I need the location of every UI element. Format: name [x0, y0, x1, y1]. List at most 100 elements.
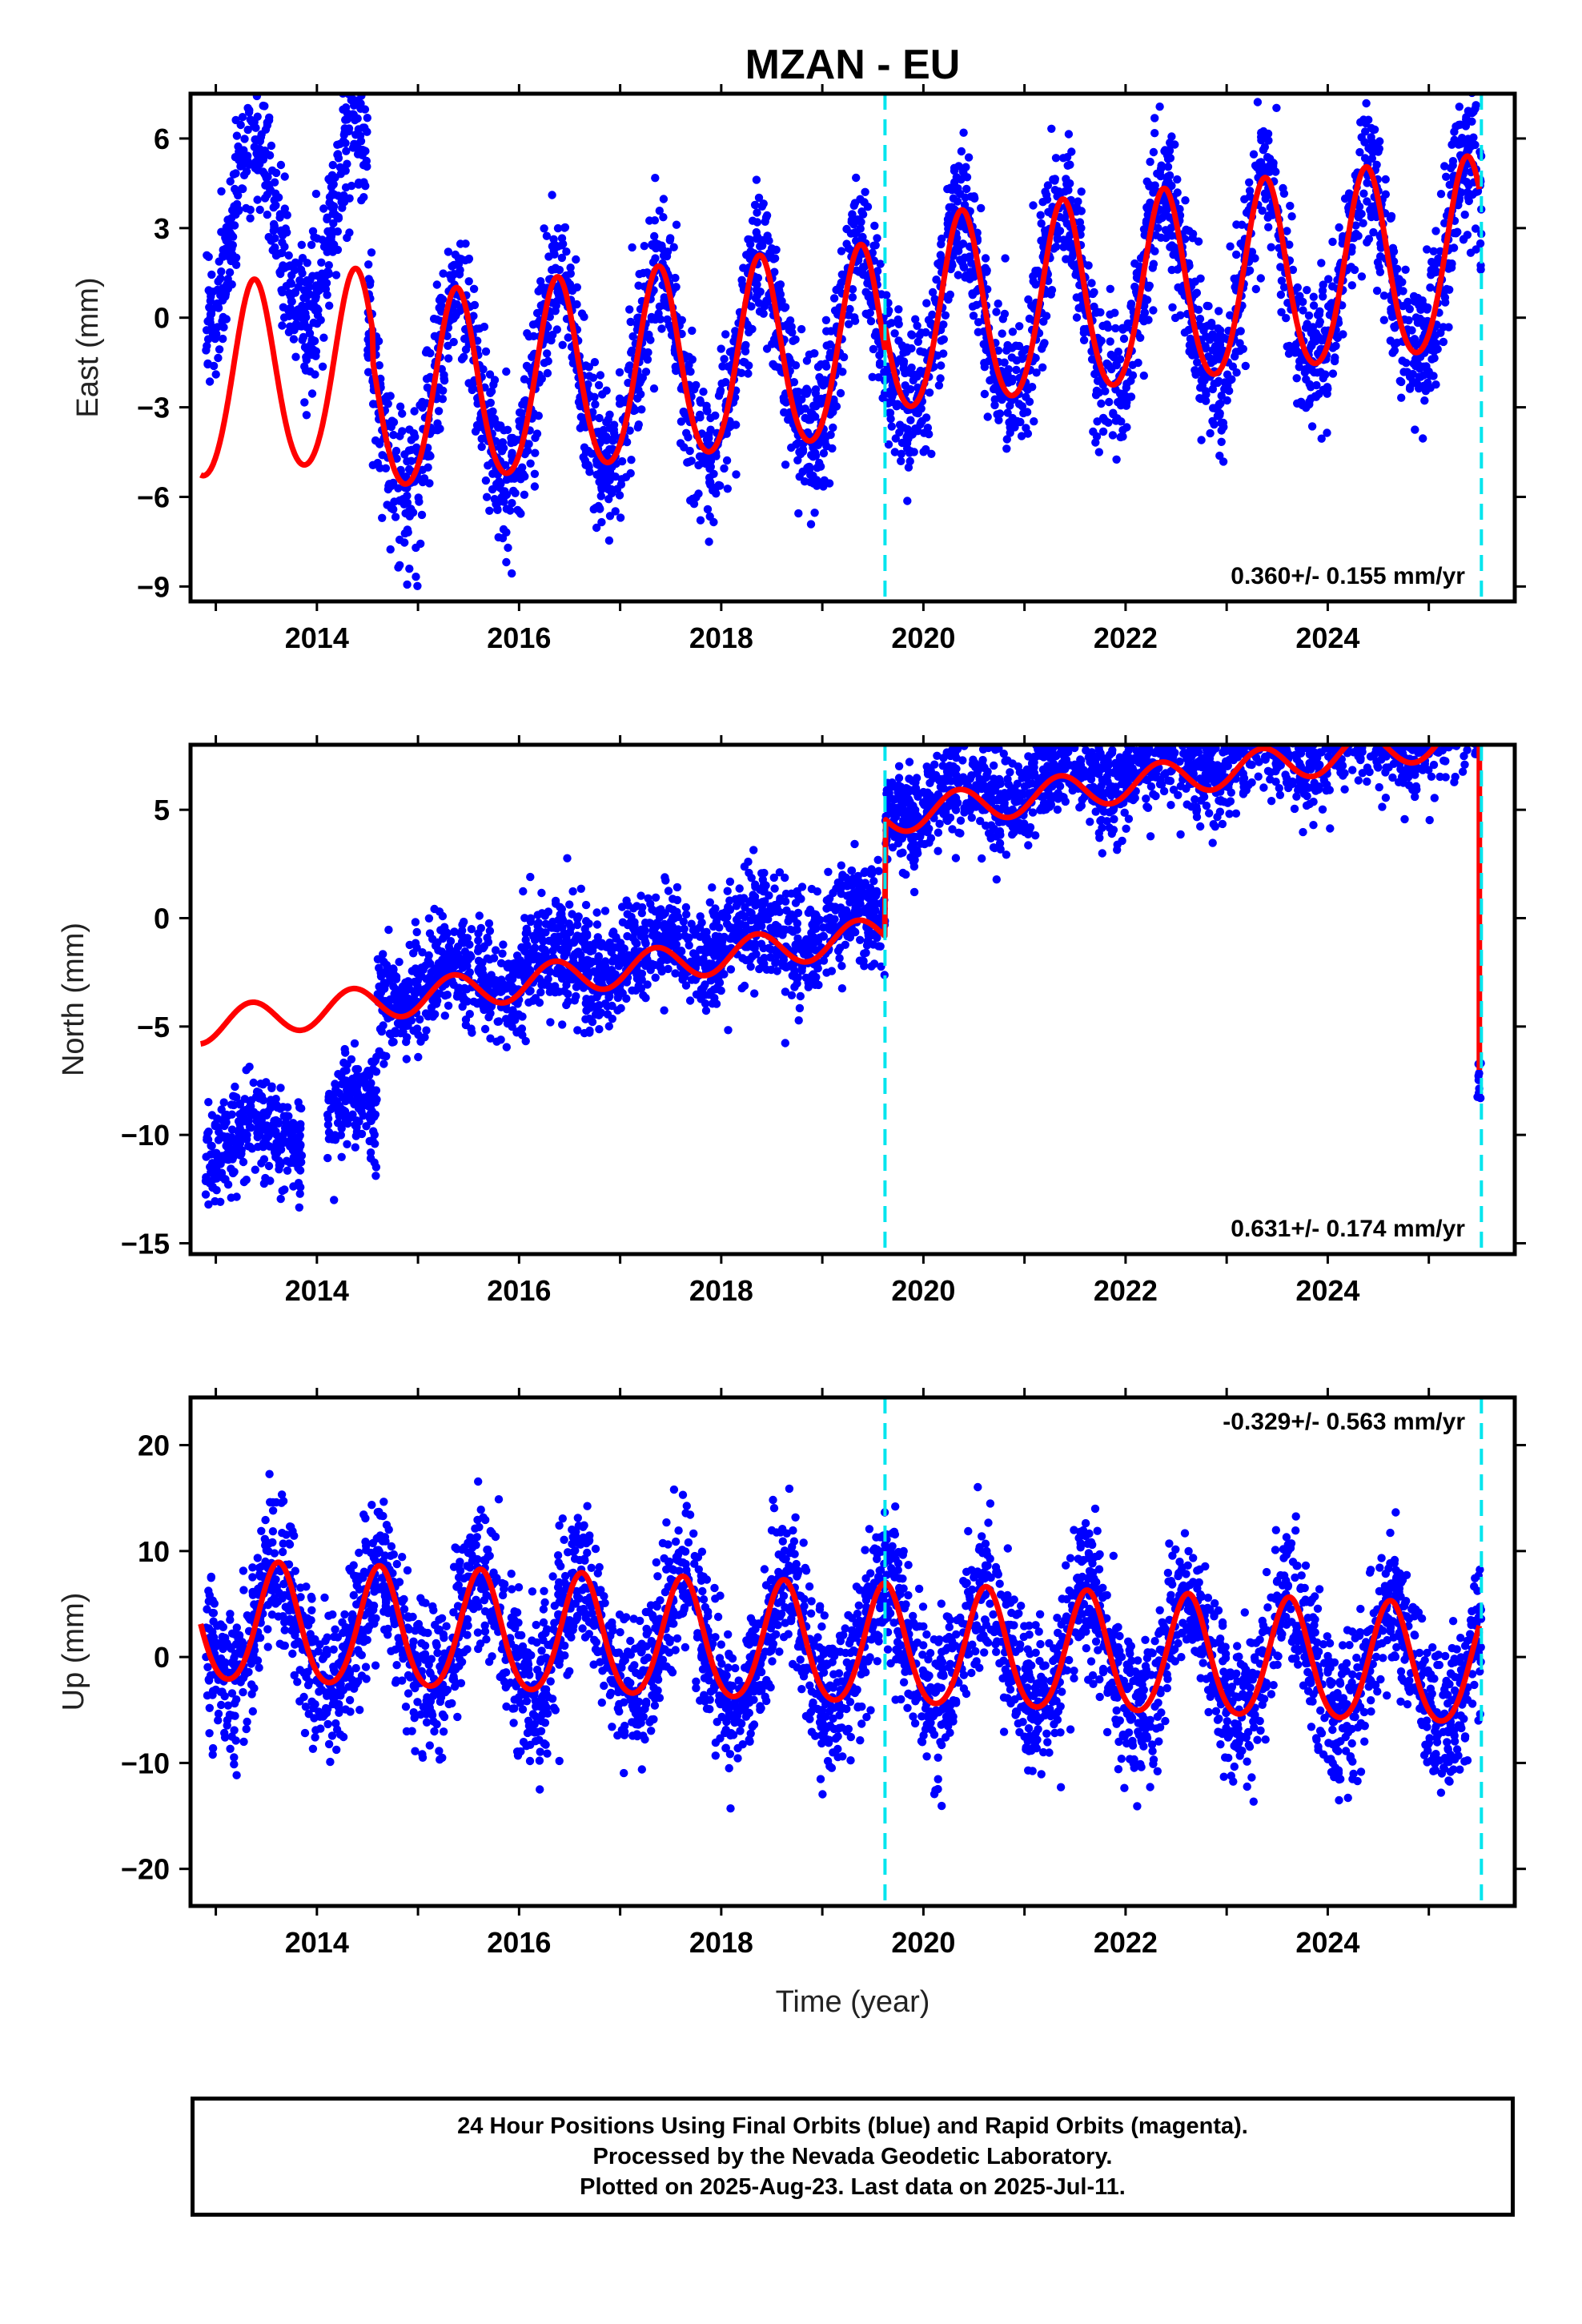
- east-point: [1416, 305, 1425, 314]
- east-point: [1053, 235, 1062, 243]
- east-point: [355, 56, 363, 64]
- east-point: [1150, 181, 1159, 190]
- east-point: [301, 309, 310, 318]
- east-point: [433, 426, 442, 435]
- east-point: [1363, 61, 1371, 69]
- east-point: [1423, 305, 1431, 314]
- east-point: [435, 304, 444, 312]
- north-point: [604, 1022, 613, 1031]
- east-point: [1004, 365, 1014, 374]
- east-point: [219, 252, 227, 261]
- east-point: [689, 500, 699, 509]
- east-point: [396, 561, 404, 569]
- east-point: [588, 373, 598, 382]
- east-point: [253, 195, 262, 204]
- east-point: [748, 216, 757, 225]
- north-point: [1322, 726, 1330, 734]
- east-point: [530, 469, 540, 478]
- east-x-tick-label: 2024: [1295, 621, 1359, 654]
- east-point: [968, 302, 978, 311]
- north-point: [1464, 722, 1472, 730]
- east-point: [1444, 323, 1453, 332]
- east-point: [1003, 408, 1012, 417]
- north-point: [521, 1036, 530, 1046]
- east-point: [1226, 242, 1235, 251]
- east-point: [1191, 290, 1199, 299]
- east-point: [489, 380, 498, 389]
- east-y-tick-label: 0: [154, 302, 170, 335]
- east-point: [1379, 292, 1389, 300]
- east-point: [383, 501, 391, 509]
- east-point: [296, 277, 305, 286]
- east-point: [1264, 223, 1273, 231]
- north-point: [219, 1098, 228, 1107]
- east-point: [1111, 324, 1120, 333]
- east-point: [1169, 250, 1178, 259]
- east-point: [530, 482, 540, 491]
- north-point: [1431, 690, 1439, 698]
- east-point: [897, 449, 906, 458]
- east-point: [1335, 223, 1343, 232]
- north-point: [1155, 726, 1163, 734]
- east-point: [278, 231, 287, 239]
- north-point: [1348, 702, 1356, 710]
- east-point: [811, 385, 821, 394]
- east-point: [1292, 374, 1301, 383]
- east-point: [303, 323, 311, 332]
- east-point: [861, 309, 870, 318]
- north-point: [340, 1044, 349, 1054]
- east-point: [364, 275, 373, 283]
- north-point: [1208, 838, 1217, 847]
- east-point: [1276, 290, 1286, 300]
- east-point: [557, 234, 567, 243]
- east-point: [1285, 240, 1294, 249]
- east-point: [286, 261, 295, 270]
- east-point: [230, 221, 239, 230]
- east-point: [815, 458, 824, 468]
- east-point: [1315, 335, 1325, 344]
- east-point: [770, 267, 779, 276]
- east-point: [1379, 316, 1389, 324]
- east-point: [1439, 337, 1448, 347]
- east-point: [328, 160, 337, 170]
- east-point: [717, 344, 725, 353]
- east-point: [234, 191, 243, 200]
- east-point: [1431, 331, 1440, 340]
- north-point: [1052, 724, 1060, 732]
- east-point: [1420, 362, 1429, 372]
- east-point: [564, 333, 572, 342]
- east-point: [416, 539, 425, 549]
- east-point: [969, 312, 978, 320]
- east-point: [1039, 340, 1048, 349]
- east-point: [1266, 203, 1275, 212]
- east-point: [887, 422, 897, 431]
- east-point: [404, 464, 414, 474]
- east-point: [647, 315, 656, 324]
- east-point: [378, 513, 387, 522]
- east-point: [1034, 269, 1043, 278]
- east-point: [1134, 358, 1142, 368]
- east-point: [400, 450, 409, 459]
- east-point: [1168, 303, 1177, 312]
- east-point: [584, 460, 592, 469]
- east-point: [276, 160, 286, 170]
- north-point: [595, 1025, 604, 1034]
- east-point: [231, 184, 239, 194]
- east-point: [349, 101, 359, 110]
- east-point: [1303, 320, 1311, 328]
- east-point: [432, 280, 441, 289]
- east-point: [355, 131, 365, 140]
- east-point: [858, 269, 868, 278]
- east-point: [1175, 204, 1184, 214]
- east-point: [291, 312, 300, 321]
- east-point: [205, 377, 215, 386]
- east-point: [694, 460, 703, 470]
- north-point: [1459, 686, 1467, 694]
- east-point: [1304, 311, 1314, 320]
- east-point: [487, 387, 496, 396]
- east-point: [1317, 259, 1326, 267]
- east-point: [702, 405, 711, 414]
- north-point: [1432, 722, 1440, 730]
- east-point: [520, 396, 529, 405]
- east-point: [602, 468, 611, 478]
